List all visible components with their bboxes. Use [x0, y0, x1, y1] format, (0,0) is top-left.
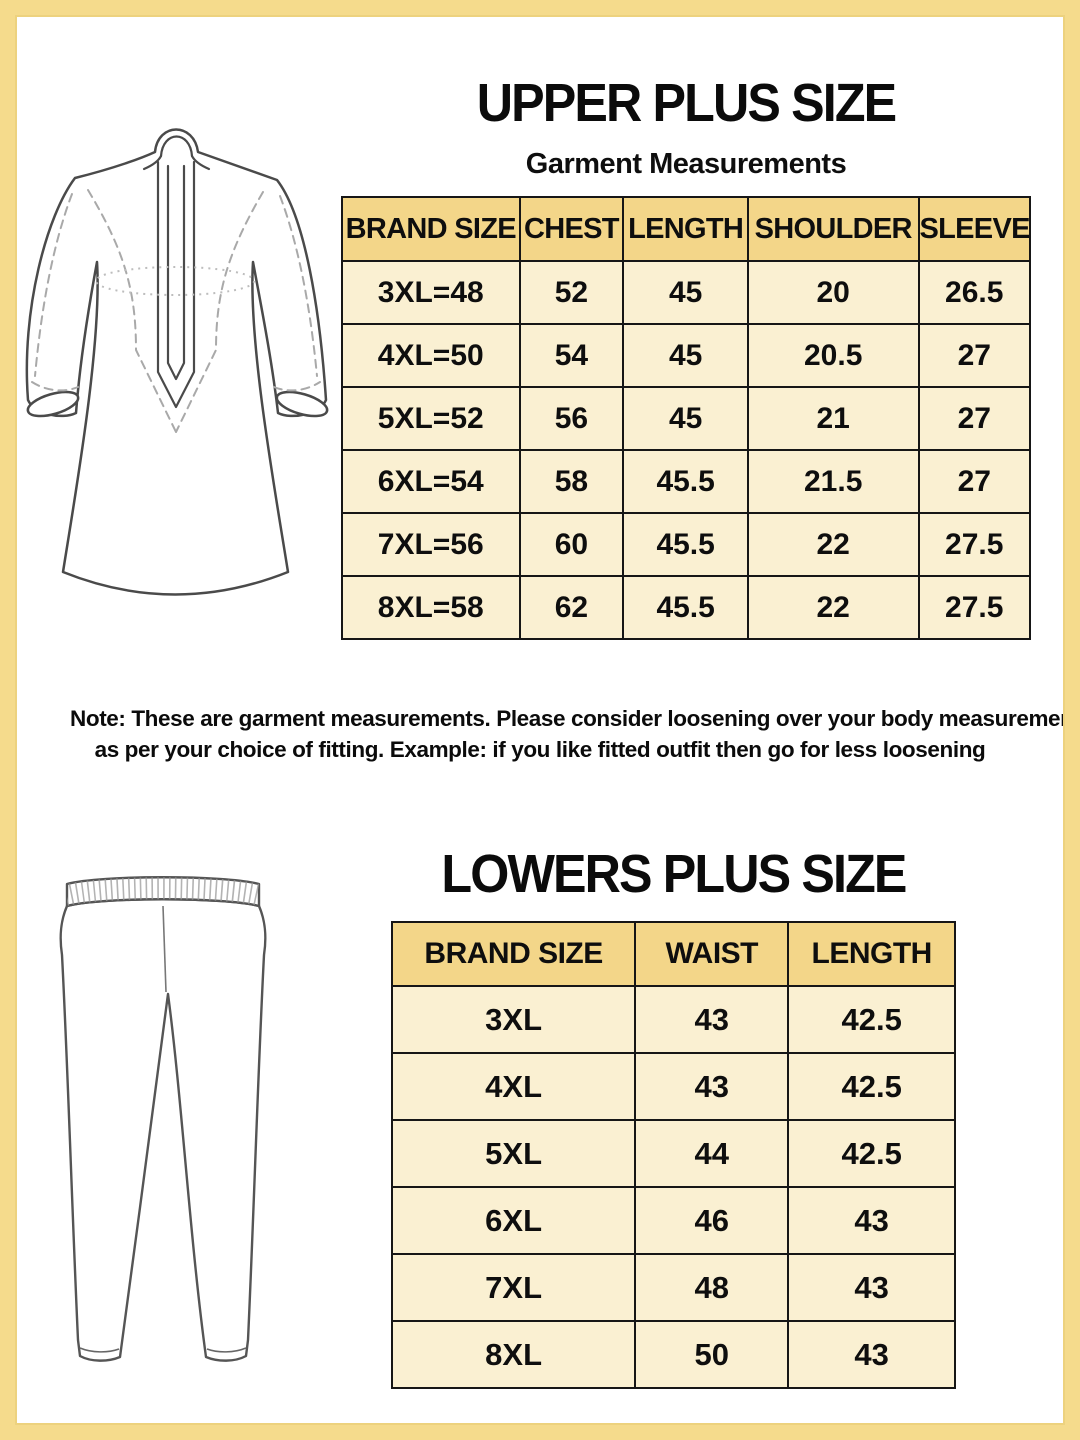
- table-cell: 8XL=58: [341, 575, 521, 640]
- table-row: 8XL=58 62 45.5 22 27.5: [341, 575, 1031, 640]
- table-cell: 3XL: [390, 985, 637, 1054]
- table-cell: 4XL: [390, 1052, 637, 1121]
- column-header: BRAND SIZE: [390, 921, 637, 987]
- table-cell: 43: [787, 1186, 956, 1255]
- table-row: 3XL=48 52 45 20 26.5: [341, 260, 1031, 325]
- table-cell: 27.5: [917, 512, 1031, 577]
- lowers-size-table: BRAND SIZE WAIST LENGTH 3XL 43 42.5 4XL …: [390, 921, 956, 1389]
- table-cell: 45.5: [622, 512, 749, 577]
- table-cell: 43: [634, 985, 790, 1054]
- table-cell: 7XL: [390, 1253, 637, 1322]
- table-cell: 22: [746, 575, 920, 640]
- table-cell: 20: [746, 260, 920, 325]
- table-cell: 45: [622, 323, 749, 388]
- table-cell: 48: [634, 1253, 790, 1322]
- table-header-row: BRAND SIZE WAIST LENGTH: [390, 921, 956, 987]
- column-header: WAIST: [634, 921, 790, 987]
- table-cell: 52: [518, 260, 625, 325]
- table-cell: 20.5: [746, 323, 920, 388]
- table-cell: 21.5: [746, 449, 920, 514]
- upper-size-table: BRAND SIZE CHEST LENGTH SHOULDER SLEEVE …: [341, 196, 1031, 640]
- table-cell: 43: [634, 1052, 790, 1121]
- table-cell: 43: [787, 1253, 956, 1322]
- upper-section-title: UPPER PLUS SIZE: [476, 73, 897, 133]
- table-cell: 45.5: [622, 575, 749, 640]
- table-cell: 27: [917, 449, 1031, 514]
- table-row: 6XL=54 58 45.5 21.5 27: [341, 449, 1031, 514]
- table-cell: 22: [746, 512, 920, 577]
- table-cell: 62: [518, 575, 625, 640]
- note-line-2: as per your choice of fitting. Example: …: [94, 737, 986, 763]
- table-cell: 42.5: [787, 985, 956, 1054]
- table-cell: 45: [622, 386, 749, 451]
- table-cell: 26.5: [917, 260, 1031, 325]
- table-cell: 5XL: [390, 1119, 637, 1188]
- table-cell: 6XL: [390, 1186, 637, 1255]
- table-row: 4XL=50 54 45 20.5 27: [341, 323, 1031, 388]
- column-header: BRAND SIZE: [341, 196, 521, 262]
- note-line-1: Note: These are garment measurements. Pl…: [70, 706, 1080, 731]
- kurta-illustration: [25, 128, 329, 596]
- column-header: LENGTH: [787, 921, 956, 987]
- table-cell: 45.5: [622, 449, 749, 514]
- table-cell: 5XL=52: [341, 386, 521, 451]
- table-cell: 42.5: [787, 1119, 956, 1188]
- table-row: 4XL 43 42.5: [390, 1052, 956, 1121]
- column-header: SHOULDER: [746, 196, 920, 262]
- table-cell: 50: [634, 1320, 790, 1389]
- table-cell: 7XL=56: [341, 512, 521, 577]
- table-cell: 56: [518, 386, 625, 451]
- table-cell: 4XL=50: [341, 323, 521, 388]
- table-row: 5XL 44 42.5: [390, 1119, 956, 1188]
- table-cell: 42.5: [787, 1052, 956, 1121]
- table-row: 5XL=52 56 45 21 27: [341, 386, 1031, 451]
- table-cell: 3XL=48: [341, 260, 521, 325]
- table-row: 3XL 43 42.5: [390, 985, 956, 1054]
- table-cell: 45: [622, 260, 749, 325]
- lower-section-title: LOWERS PLUS SIZE: [441, 844, 907, 904]
- table-cell: 58: [518, 449, 625, 514]
- measurement-note: Note: These are garment measurements. Pl…: [70, 703, 1080, 765]
- table-header-row: BRAND SIZE CHEST LENGTH SHOULDER SLEEVE: [341, 196, 1031, 262]
- table-row: 8XL 50 43: [390, 1320, 956, 1389]
- table-cell: 8XL: [390, 1320, 637, 1389]
- upper-section-subtitle: Garment Measurements: [525, 148, 847, 180]
- table-row: 7XL 48 43: [390, 1253, 956, 1322]
- table-cell: 27: [917, 323, 1031, 388]
- column-header: CHEST: [518, 196, 625, 262]
- table-cell: 46: [634, 1186, 790, 1255]
- table-row: 7XL=56 60 45.5 22 27.5: [341, 512, 1031, 577]
- table-cell: 54: [518, 323, 625, 388]
- table-cell: 27.5: [917, 575, 1031, 640]
- table-cell: 44: [634, 1119, 790, 1188]
- column-header: SLEEVE: [917, 196, 1031, 262]
- table-row: 6XL 46 43: [390, 1186, 956, 1255]
- table-cell: 27: [917, 386, 1031, 451]
- table-cell: 43: [787, 1320, 956, 1389]
- pants-illustration: [59, 876, 267, 1362]
- column-header: LENGTH: [622, 196, 749, 262]
- table-cell: 6XL=54: [341, 449, 521, 514]
- table-cell: 21: [746, 386, 920, 451]
- table-cell: 60: [518, 512, 625, 577]
